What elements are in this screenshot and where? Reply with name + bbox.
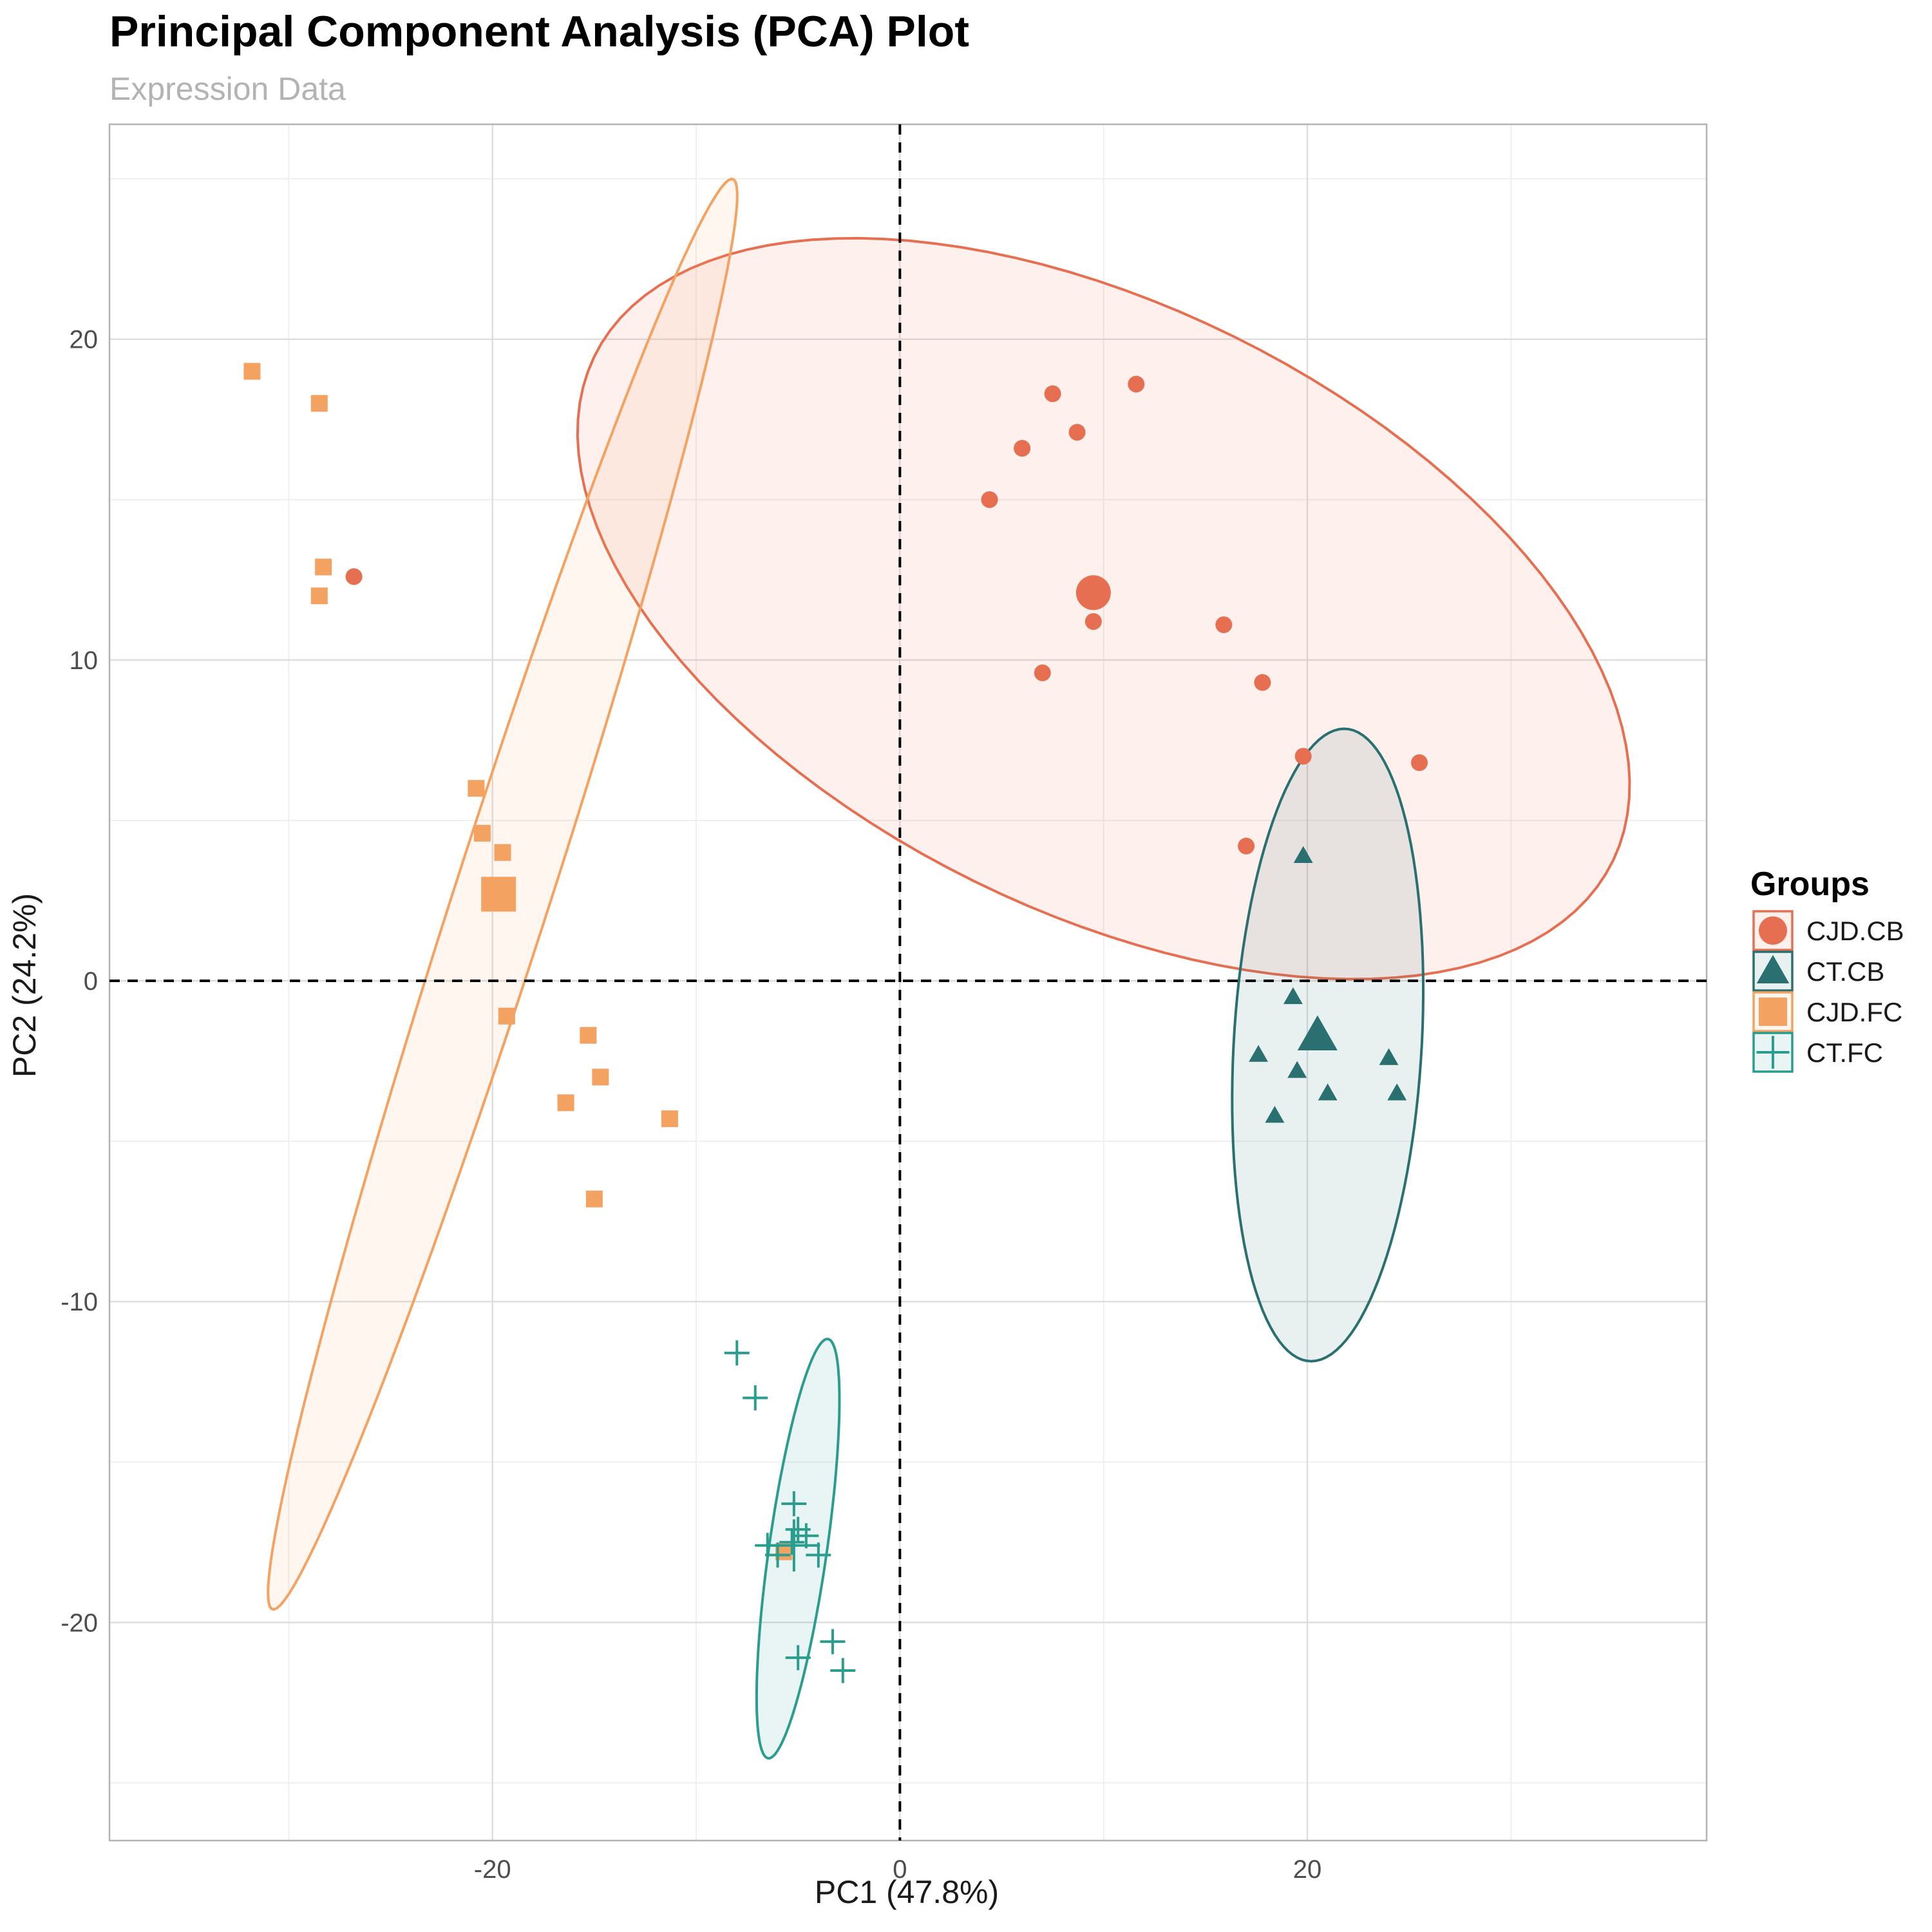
point-ct-cb — [1387, 1083, 1407, 1101]
legend-symbol-square — [1759, 998, 1787, 1026]
point-cjd-fc — [498, 1007, 515, 1025]
x-tick-label: 0 — [893, 1855, 907, 1884]
point-cjd-fc — [592, 1068, 609, 1086]
point-ct-fc — [785, 1645, 811, 1671]
point-ct-cb — [1318, 1083, 1338, 1101]
ellipse-cjd-cb — [576, 236, 1631, 981]
point-cjd-cb — [345, 568, 363, 585]
y-axis-title: PC2 (24.2%) — [6, 893, 43, 1077]
point-cjd-cb — [1215, 616, 1233, 634]
chart-title: Principal Component Analysis (PCA) Plot — [109, 7, 969, 56]
point-cjd-cb — [1034, 664, 1051, 681]
plot-border — [108, 123, 1708, 1842]
chart-subtitle: Expression Data — [109, 71, 346, 107]
point-cjd-cb — [1044, 385, 1061, 402]
legend-symbol-cross — [1756, 1036, 1790, 1069]
centroid-cjd-cb — [1075, 575, 1111, 611]
legend-label: CT.FC — [1806, 1037, 1883, 1068]
point-cjd-cb — [1294, 748, 1312, 765]
y-tick-label: -20 — [61, 1609, 98, 1637]
point-ct-fc — [779, 1530, 805, 1555]
y-tick-label: 20 — [70, 326, 99, 354]
point-ct-fc — [743, 1385, 768, 1411]
point-cjd-fc — [661, 1110, 678, 1128]
legend-symbol-circle — [1759, 916, 1787, 945]
point-ct-cb — [1283, 987, 1303, 1005]
x-tick-label: 20 — [1293, 1855, 1322, 1884]
point-cjd-fc — [585, 1190, 603, 1208]
x-axis-title: PC1 (47.8%) — [815, 1874, 999, 1910]
legend-item-ct-cb: CT.CB — [1752, 951, 1884, 992]
legend-item-ct-fc: CT.FC — [1752, 1032, 1883, 1073]
point-cjd-fc — [557, 1094, 574, 1112]
point-cjd-fc — [315, 558, 332, 576]
centroid-ct-cb — [1297, 1015, 1338, 1050]
point-cjd-fc — [310, 587, 328, 605]
point-ct-cb — [1287, 1061, 1307, 1078]
point-cjd-fc — [243, 363, 261, 380]
point-ct-fc — [830, 1658, 856, 1683]
point-ct-cb — [1379, 1048, 1399, 1065]
point-ct-cb — [1293, 846, 1313, 863]
point-cjd-fc — [494, 844, 511, 861]
legend-title: Groups — [1750, 866, 1870, 903]
point-ct-fc — [781, 1491, 807, 1517]
legend-label: CT.CB — [1806, 956, 1884, 987]
point-cjd-cb — [1254, 674, 1271, 691]
plot-panel — [109, 124, 1707, 1841]
point-ct-fc — [724, 1340, 750, 1366]
point-cjd-fc — [473, 824, 491, 842]
point-ct-fc — [820, 1629, 846, 1654]
point-cjd-fc — [468, 780, 485, 797]
point-cjd-cb — [1068, 424, 1086, 441]
point-cjd-fc — [310, 395, 328, 412]
point-ct-cb — [1265, 1106, 1285, 1123]
legend-item-cjd-cb: CJD.CB — [1752, 910, 1904, 951]
point-cjd-cb — [1238, 837, 1255, 855]
legend-symbol-triangle — [1756, 954, 1790, 983]
y-tick-label: -10 — [61, 1288, 98, 1316]
point-ct-cb — [1249, 1045, 1269, 1062]
y-tick-label: 0 — [84, 967, 98, 996]
y-tick-label: 10 — [70, 647, 99, 675]
point-cjd-fc — [580, 1027, 597, 1044]
centroid-ct-fc — [768, 1519, 820, 1572]
point-cjd-cb — [981, 491, 998, 508]
point-cjd-cb — [1084, 613, 1102, 630]
legend-label: CJD.FC — [1806, 997, 1902, 1027]
legend-item-cjd-fc: CJD.FC — [1752, 991, 1902, 1032]
x-tick-label: -20 — [474, 1855, 511, 1884]
centroid-cjd-fc — [481, 876, 516, 912]
point-cjd-cb — [1128, 375, 1145, 393]
point-cjd-cb — [1410, 754, 1428, 772]
legend-label: CJD.CB — [1806, 916, 1904, 946]
point-cjd-cb — [1014, 440, 1031, 457]
ellipse-ct-fc — [755, 1338, 841, 1760]
